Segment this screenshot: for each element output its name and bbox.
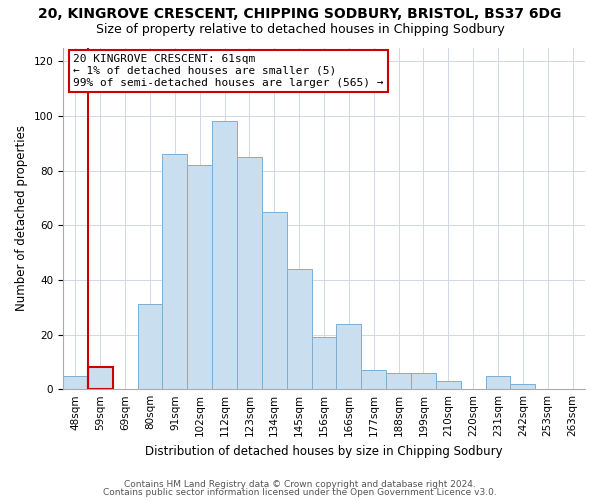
Bar <box>485 376 511 389</box>
Y-axis label: Number of detached properties: Number of detached properties <box>15 126 28 312</box>
Text: Contains public sector information licensed under the Open Government Licence v3: Contains public sector information licen… <box>103 488 497 497</box>
Bar <box>137 304 163 389</box>
Text: Size of property relative to detached houses in Chipping Sodbury: Size of property relative to detached ho… <box>95 22 505 36</box>
X-axis label: Distribution of detached houses by size in Chipping Sodbury: Distribution of detached houses by size … <box>145 444 503 458</box>
Bar <box>287 269 311 389</box>
Bar <box>386 373 411 389</box>
Bar <box>361 370 386 389</box>
Bar <box>63 376 88 389</box>
Bar <box>311 337 337 389</box>
Bar <box>511 384 535 389</box>
Bar <box>212 122 237 389</box>
Text: Contains HM Land Registry data © Crown copyright and database right 2024.: Contains HM Land Registry data © Crown c… <box>124 480 476 489</box>
Text: 20, KINGROVE CRESCENT, CHIPPING SODBURY, BRISTOL, BS37 6DG: 20, KINGROVE CRESCENT, CHIPPING SODBURY,… <box>38 8 562 22</box>
Bar <box>436 381 461 389</box>
Bar <box>163 154 187 389</box>
Text: 20 KINGROVE CRESCENT: 61sqm
← 1% of detached houses are smaller (5)
99% of semi-: 20 KINGROVE CRESCENT: 61sqm ← 1% of deta… <box>73 54 384 88</box>
Bar <box>337 324 361 389</box>
Bar <box>187 165 212 389</box>
Bar <box>262 212 287 389</box>
Bar <box>237 157 262 389</box>
Bar <box>88 368 113 389</box>
Bar <box>411 373 436 389</box>
